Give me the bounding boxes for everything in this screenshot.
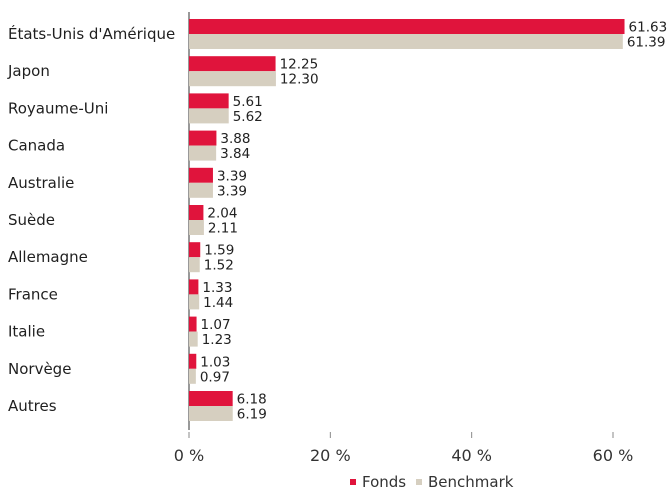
data-label: 6.19 [237, 407, 267, 423]
data-label: 1.52 [204, 258, 234, 274]
category-label: Autres [8, 397, 57, 415]
bar-fonds [189, 130, 217, 146]
bar-fonds [189, 167, 213, 183]
legend-swatch-fonds [350, 479, 356, 485]
x-tick-label: 0 % [174, 446, 204, 465]
bar-benchmark [189, 145, 217, 161]
bar-fonds [189, 242, 201, 258]
x-tick-label: 40 % [451, 446, 492, 465]
data-label: 1.33 [202, 280, 232, 296]
data-label: 3.39 [217, 183, 247, 199]
data-label: 1.59 [204, 243, 234, 259]
data-label: 2.04 [207, 206, 237, 222]
bar-fonds [189, 56, 276, 72]
category-label: Australie [8, 174, 74, 192]
data-label: 61.39 [627, 35, 666, 51]
category-label: Canada [8, 137, 65, 155]
x-tick-label: 60 % [593, 446, 634, 465]
data-label: 1.07 [201, 317, 231, 333]
bar-benchmark [189, 257, 200, 273]
category-label: France [8, 285, 58, 303]
legend-label-benchmark: Benchmark [428, 473, 514, 491]
bar-fonds [189, 93, 229, 109]
data-label: 3.88 [220, 131, 250, 147]
data-label: 1.23 [202, 332, 232, 348]
category-label: Norvège [8, 360, 71, 378]
bar-fonds [189, 316, 197, 332]
data-label: 0.97 [200, 369, 230, 385]
data-label: 5.61 [233, 94, 263, 110]
category-label: États-Unis d'Amérique [8, 24, 175, 43]
bar-benchmark [189, 182, 213, 198]
data-label: 3.39 [217, 168, 247, 184]
bar-benchmark [189, 220, 204, 235]
data-label: 61.63 [629, 20, 668, 36]
bar-fonds [189, 205, 204, 220]
bar-fonds [189, 391, 233, 406]
bar-benchmark [189, 368, 196, 384]
category-label: Royaume-Uni [8, 99, 108, 117]
data-label: 1.44 [203, 295, 233, 311]
data-label: 12.25 [280, 57, 319, 73]
bar-fonds [189, 353, 197, 369]
category-label: Italie [8, 323, 45, 341]
data-label: 1.03 [200, 354, 230, 370]
legend-label-fonds: Fonds [362, 473, 406, 491]
category-label: Japon [7, 62, 50, 80]
bar-benchmark [189, 406, 233, 421]
x-tick-label: 20 % [310, 446, 351, 465]
data-label: 3.84 [220, 146, 250, 162]
data-label: 5.62 [233, 109, 263, 125]
bar-benchmark [189, 71, 276, 87]
bar-benchmark [189, 34, 623, 49]
data-label: 6.18 [237, 392, 267, 408]
bar-benchmark [189, 331, 198, 347]
bar-fonds [189, 19, 625, 34]
bar-fonds [189, 279, 199, 295]
bar-benchmark [189, 108, 229, 124]
bar-benchmark [189, 294, 200, 310]
data-label: 2.11 [208, 221, 238, 237]
legend-swatch-benchmark [416, 479, 422, 485]
category-label: Suède [8, 211, 55, 229]
data-label: 12.30 [280, 72, 319, 88]
category-label: Allemagne [8, 248, 88, 266]
